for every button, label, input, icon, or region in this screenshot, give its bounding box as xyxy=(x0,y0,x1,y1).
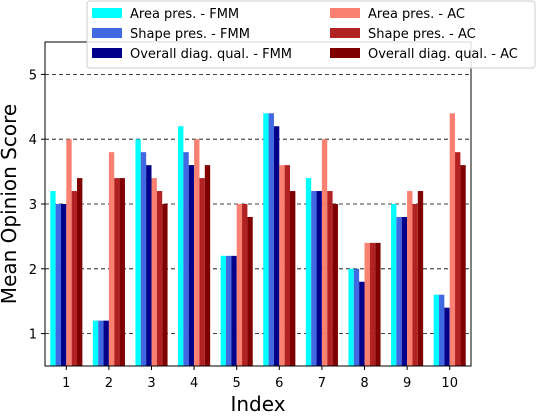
bar xyxy=(66,139,72,366)
bar xyxy=(226,255,232,366)
bar xyxy=(162,204,168,366)
x-axis: 1 2 3 4 5 6 7 8 9 10 xyxy=(62,366,458,391)
bar xyxy=(194,139,200,366)
bar xyxy=(321,139,328,366)
legend-swatch xyxy=(92,28,122,38)
bar xyxy=(247,216,253,366)
bar xyxy=(71,191,77,366)
bar xyxy=(433,294,439,366)
bar xyxy=(364,242,370,366)
bar xyxy=(119,178,125,366)
bar xyxy=(449,113,456,366)
bar xyxy=(156,191,163,366)
bar xyxy=(146,165,152,366)
y-tick-label: 2 xyxy=(29,263,37,278)
legend: Area pres. - FMM Shape pres. - FMM Overall… xyxy=(86,0,536,69)
x-tick-label: 4 xyxy=(190,376,198,391)
legend-swatch xyxy=(92,8,122,18)
legend-swatch xyxy=(92,48,122,58)
bar xyxy=(353,268,360,366)
bar xyxy=(242,204,248,366)
bar xyxy=(305,178,312,366)
legend-label: Area pres. - FMM xyxy=(130,7,239,22)
bar xyxy=(290,191,296,366)
bar xyxy=(231,255,237,366)
x-tick-label: 2 xyxy=(105,376,113,391)
bar xyxy=(412,204,418,366)
bar xyxy=(369,242,376,366)
legend-label: Shape pres. - FMM xyxy=(130,27,250,42)
bar xyxy=(204,165,211,366)
bar xyxy=(332,204,338,366)
x-tick-label: 5 xyxy=(233,376,241,391)
bar xyxy=(188,165,195,366)
bar xyxy=(439,294,445,366)
bar xyxy=(401,216,408,366)
bar xyxy=(263,113,269,366)
legend-label: Overall diag. qual. - AC xyxy=(368,47,518,62)
bar xyxy=(108,152,115,366)
bar xyxy=(327,191,333,366)
bar xyxy=(407,191,413,366)
bar xyxy=(135,139,141,366)
bar xyxy=(284,165,290,366)
bar xyxy=(396,216,402,366)
y-tick-label: 1 xyxy=(29,328,37,343)
bar xyxy=(55,204,61,366)
bar xyxy=(236,204,243,366)
bar xyxy=(77,178,83,366)
bar xyxy=(279,165,285,366)
x-tick-label: 1 xyxy=(62,376,70,391)
legend-swatch xyxy=(330,8,360,18)
bar xyxy=(348,268,354,366)
y-axis-label: Mean Opinion Score xyxy=(0,104,21,304)
bar xyxy=(60,204,67,366)
bar xyxy=(268,113,274,366)
legend-label: Shape pres. - AC xyxy=(368,27,476,42)
x-axis-label: Index xyxy=(230,392,285,416)
legend-swatch xyxy=(330,48,360,58)
bar xyxy=(92,320,99,366)
bar xyxy=(220,255,226,366)
bar xyxy=(359,281,365,366)
bar xyxy=(375,242,381,366)
bar xyxy=(391,204,397,366)
x-tick-label: 6 xyxy=(275,376,283,391)
y-tick-label: 5 xyxy=(29,68,37,83)
bar xyxy=(316,191,322,366)
legend-box xyxy=(86,0,536,69)
y-axis: 1 2 3 4 5 xyxy=(29,68,45,343)
legend-swatch xyxy=(330,28,360,38)
bar xyxy=(98,320,104,366)
y-tick-label: 3 xyxy=(29,198,37,213)
bar xyxy=(460,165,466,366)
bar xyxy=(114,178,120,366)
bar xyxy=(103,320,109,366)
bar xyxy=(199,178,205,366)
bar xyxy=(178,126,184,367)
bar xyxy=(273,126,280,367)
bar xyxy=(455,152,461,366)
bar xyxy=(151,178,157,366)
y-tick-label: 4 xyxy=(29,133,37,148)
legend-label: Area pres. - AC xyxy=(368,7,465,22)
x-tick-label: 3 xyxy=(147,376,155,391)
x-tick-label: 8 xyxy=(360,376,368,391)
bar xyxy=(311,191,317,366)
legend-label: Overall diag. qual. - FMM xyxy=(130,47,292,62)
bar xyxy=(140,152,147,366)
x-tick-label: 7 xyxy=(318,376,326,391)
bar xyxy=(183,152,189,366)
x-tick-label: 10 xyxy=(441,376,458,391)
bar xyxy=(50,191,56,366)
bar xyxy=(417,191,424,366)
bars xyxy=(50,113,466,367)
bar xyxy=(444,307,450,366)
x-tick-label: 9 xyxy=(403,376,411,391)
